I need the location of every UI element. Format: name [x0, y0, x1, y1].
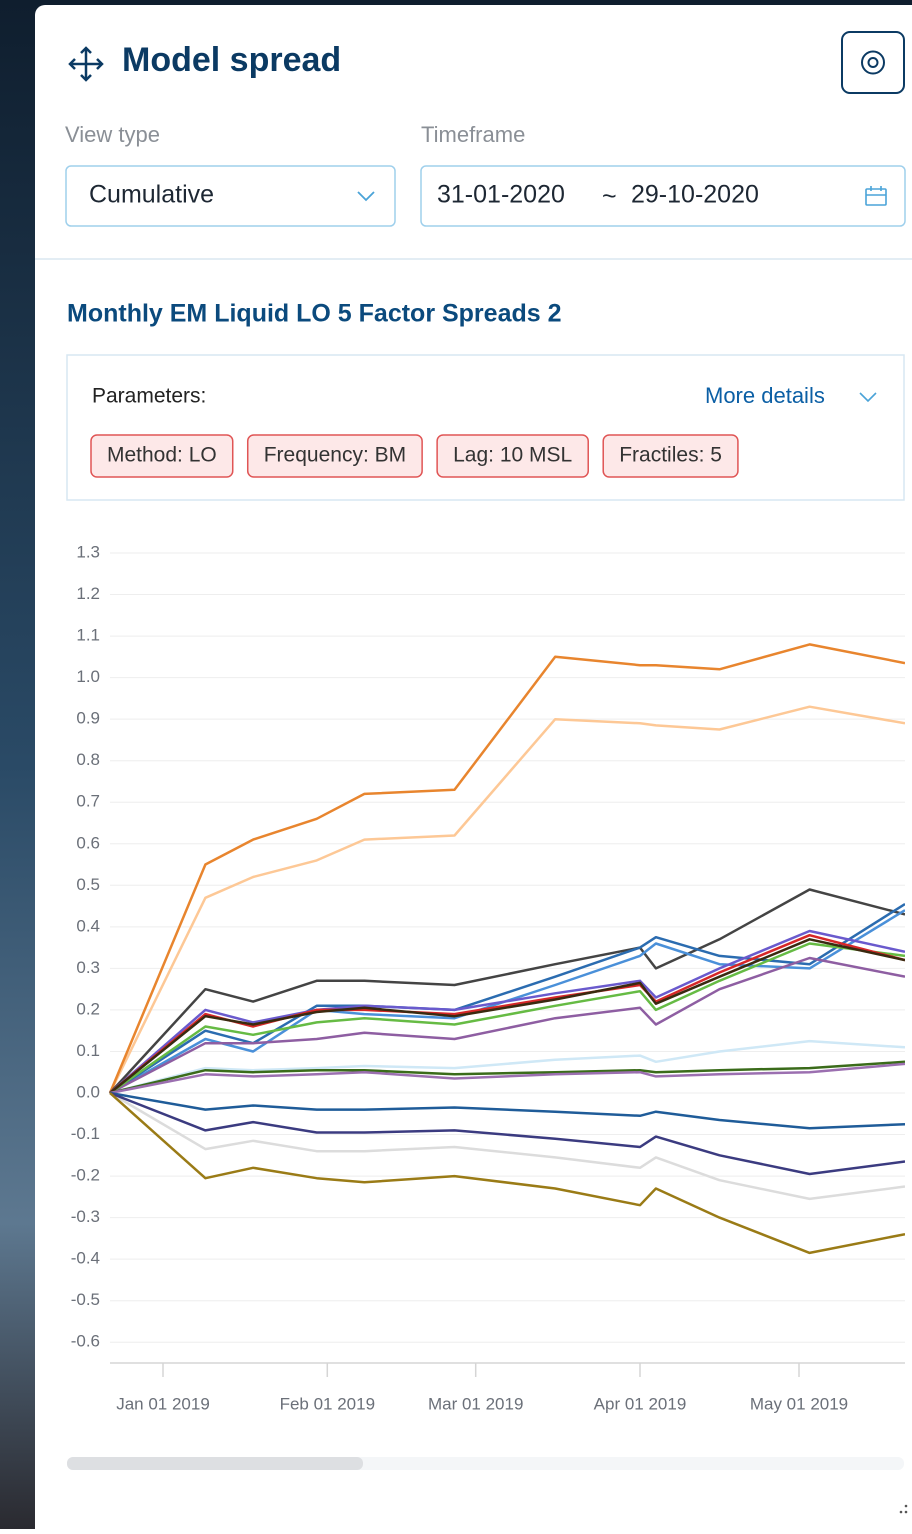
- parameter-chip-label: Lag: 10 MSL: [453, 444, 572, 467]
- chart-title: Monthly EM Liquid LO 5 Factor Spreads 2: [67, 300, 562, 328]
- more-details[interactable]: More details: [705, 383, 825, 408]
- y-tick-label: 0.5: [76, 875, 100, 894]
- chips: Method: LO Frequency: BM Lag: 10 MSL Fracti…: [91, 435, 738, 477]
- x-tick-label: Mar 01 2019: [428, 1394, 523, 1413]
- panel-title: Model spread: [122, 41, 341, 79]
- parameters-box: [67, 355, 904, 500]
- parameter-chip-label: Frequency: BM: [264, 444, 406, 467]
- end-date: 29-10-2020: [631, 181, 759, 209]
- date-separator: ~: [602, 183, 617, 211]
- y-tick-label: 0.9: [76, 709, 100, 728]
- y-tick-label: 0.0: [76, 1082, 100, 1101]
- y-tick-label: -0.2: [71, 1166, 100, 1185]
- y-tick-label: 0.4: [76, 916, 100, 935]
- y-tick-label: 0.7: [76, 792, 100, 811]
- y-tick-label: 0.2: [76, 999, 100, 1018]
- y-tick-label: -0.4: [71, 1249, 100, 1268]
- y-tick-label: 1.2: [76, 584, 100, 603]
- x-tick-label: Apr 01 2019: [594, 1394, 687, 1413]
- parameters-label: Parameters:: [92, 385, 206, 408]
- start-date: 31-01-2020: [437, 181, 565, 209]
- y-tick-label: -0.5: [71, 1290, 100, 1309]
- y-tick-label: 0.8: [76, 750, 100, 769]
- parameter-chip-label: Fractiles: 5: [619, 444, 722, 467]
- y-tick-label: 1.3: [76, 542, 100, 561]
- y-tick-label: 0.1: [76, 1041, 100, 1060]
- y-tick-label: 0.6: [76, 833, 100, 852]
- y-tick-label: 1.0: [76, 667, 100, 686]
- y-tick-label: -0.3: [71, 1207, 100, 1226]
- y-tick-label: -0.6: [71, 1332, 100, 1351]
- x-tick-label: May 01 2019: [750, 1394, 848, 1413]
- view-type-value: Cumulative: [89, 181, 214, 209]
- y-tick-label: 0.3: [76, 958, 100, 977]
- x-tick-label: Jan 01 2019: [116, 1394, 210, 1413]
- timeframe-label: Timeframe: [421, 122, 525, 147]
- parameter-chip-label: Method: LO: [107, 444, 217, 467]
- screen: Model spread View type Timeframe Cumulat…: [0, 0, 912, 1529]
- scroll-thumb[interactable]: [67, 1457, 363, 1470]
- y-tick-label: -0.1: [71, 1124, 100, 1143]
- y-tick-label: 1.1: [76, 626, 100, 645]
- x-tick-label: Feb 01 2019: [280, 1394, 375, 1413]
- page: Model spread View type Timeframe Cumulat…: [0, 0, 912, 1529]
- view-type-label: View type: [65, 122, 160, 147]
- settings-button[interactable]: [842, 32, 904, 93]
